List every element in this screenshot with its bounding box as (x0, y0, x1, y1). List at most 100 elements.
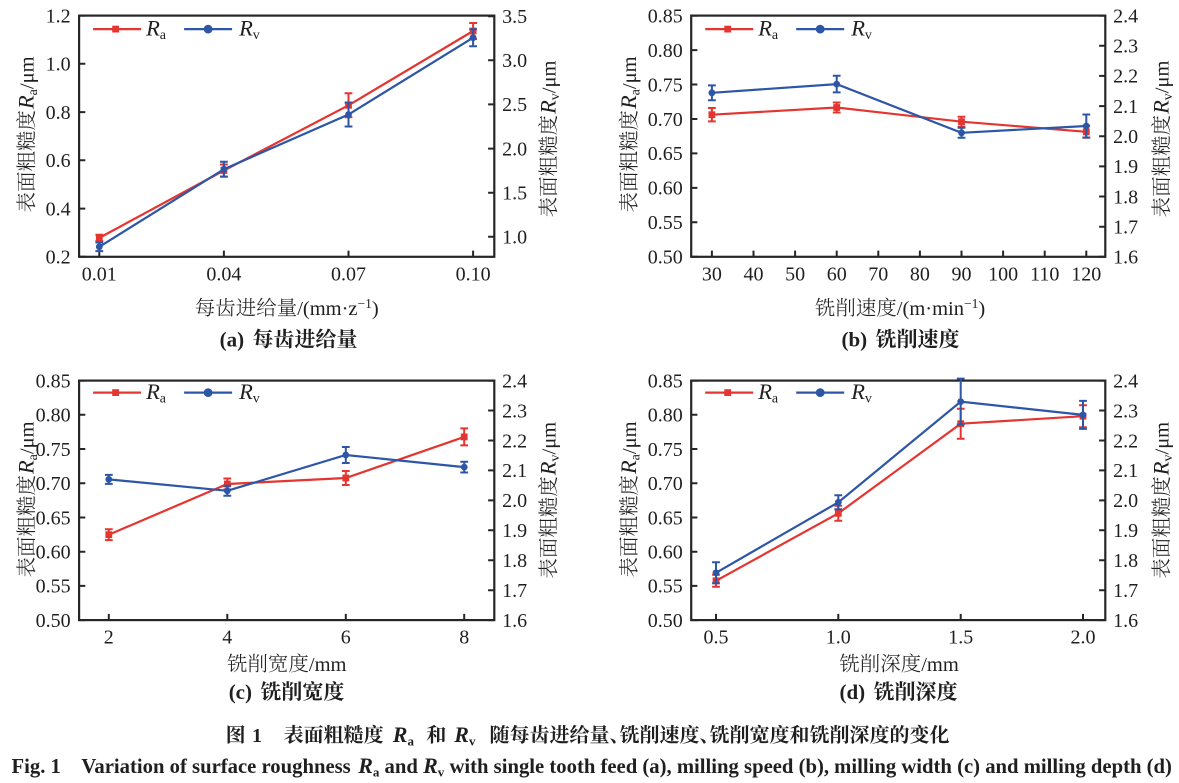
svg-text:0.80: 0.80 (648, 405, 683, 427)
svg-text:2.0: 2.0 (1071, 627, 1096, 649)
svg-text:110: 110 (1030, 263, 1059, 285)
svg-text:a: a (160, 28, 167, 43)
svg-text:0.80: 0.80 (36, 405, 71, 427)
svg-text:v: v (253, 391, 260, 406)
svg-text:R: R (357, 753, 373, 778)
svg-text:v: v (865, 28, 872, 43)
svg-text:0.4: 0.4 (46, 198, 71, 220)
svg-text:Variation of surface roughness: Variation of surface roughness (81, 756, 356, 778)
svg-text:1.6: 1.6 (1113, 247, 1138, 269)
svg-text:v: v (469, 733, 476, 748)
svg-text:0.55: 0.55 (36, 576, 71, 598)
svg-text:0.60: 0.60 (648, 178, 683, 200)
svg-text:R: R (145, 379, 160, 404)
svg-text:R: R (850, 15, 865, 40)
svg-text:0.2: 0.2 (46, 247, 71, 269)
svg-text:2.3: 2.3 (502, 400, 527, 422)
svg-text:4: 4 (222, 627, 232, 649)
svg-text:R: R (14, 460, 39, 475)
svg-text:/μm: /μm (17, 421, 39, 454)
svg-text:0.8: 0.8 (46, 102, 71, 124)
svg-text:2.1: 2.1 (1113, 460, 1138, 482)
svg-text:2.2: 2.2 (1113, 430, 1138, 452)
svg-text:v: v (1161, 455, 1176, 462)
svg-text:3.0: 3.0 (502, 50, 527, 72)
svg-text:2.1: 2.1 (502, 460, 527, 482)
svg-text:v: v (1161, 93, 1176, 100)
svg-text:1.8: 1.8 (1113, 186, 1138, 208)
svg-text:3.5: 3.5 (502, 6, 527, 28)
svg-text:30: 30 (702, 263, 722, 285)
svg-text:/μm: /μm (1152, 61, 1174, 94)
svg-text:1.7: 1.7 (502, 580, 527, 602)
svg-text:0.75: 0.75 (648, 439, 683, 461)
svg-text:−1: −1 (358, 296, 372, 311)
svg-text:/μm: /μm (1152, 422, 1174, 455)
svg-text:120: 120 (1071, 263, 1101, 285)
svg-text:R: R (1149, 100, 1174, 115)
svg-text:(c): (c) (229, 680, 252, 704)
svg-text:/μm: /μm (619, 421, 641, 454)
svg-text:0.75: 0.75 (648, 74, 683, 96)
svg-text:Fig. 1: Fig. 1 (12, 756, 61, 778)
svg-text:2.4: 2.4 (502, 370, 527, 392)
svg-text:R: R (14, 95, 39, 110)
svg-text:2.0: 2.0 (1113, 490, 1138, 512)
svg-text:1.8: 1.8 (1113, 550, 1138, 572)
svg-text:0.65: 0.65 (648, 143, 683, 165)
svg-text:): ) (978, 298, 985, 320)
svg-text:60: 60 (827, 263, 847, 285)
svg-text:/μm: /μm (619, 56, 641, 89)
svg-text:R: R (536, 461, 561, 476)
svg-text:a: a (160, 391, 167, 406)
svg-text:a: a (629, 453, 644, 460)
svg-text:2.1: 2.1 (1113, 96, 1138, 118)
svg-text:/(mm·z: /(mm·z (297, 298, 357, 320)
svg-text:/μm: /μm (539, 422, 561, 455)
svg-text:0.50: 0.50 (648, 610, 683, 632)
svg-text:a: a (373, 765, 380, 780)
svg-text:70: 70 (868, 263, 888, 285)
svg-text:0.55: 0.55 (648, 212, 683, 234)
svg-text:2.5: 2.5 (502, 94, 527, 116)
svg-text:v: v (548, 93, 563, 100)
svg-text:1.0: 1.0 (46, 54, 71, 76)
svg-text:R: R (757, 15, 772, 40)
svg-text:0.65: 0.65 (36, 507, 71, 529)
svg-text:a: a (26, 88, 41, 95)
svg-text:0.50: 0.50 (36, 610, 71, 632)
svg-text:v: v (438, 765, 445, 780)
svg-text:2.4: 2.4 (1113, 5, 1138, 27)
svg-text:0.70: 0.70 (36, 473, 71, 495)
svg-text:0.85: 0.85 (36, 370, 71, 392)
svg-text:v: v (865, 391, 872, 406)
svg-text:/(m·min: /(m·min (897, 298, 964, 320)
svg-text:/μm: /μm (17, 56, 39, 89)
svg-text:(b): (b) (842, 328, 868, 352)
svg-text:1.5: 1.5 (502, 183, 527, 205)
svg-text:6: 6 (341, 627, 351, 649)
svg-text:1.9: 1.9 (502, 520, 527, 542)
svg-text:0.10: 0.10 (456, 263, 491, 285)
svg-text:v: v (548, 455, 563, 462)
svg-text:and: and (379, 756, 423, 778)
svg-text:a: a (629, 88, 644, 95)
svg-text:2.0: 2.0 (502, 490, 527, 512)
svg-text:0.04: 0.04 (206, 263, 241, 285)
svg-text:R: R (422, 753, 438, 778)
svg-text:1.2: 1.2 (46, 5, 71, 27)
svg-text:a: a (772, 391, 779, 406)
svg-text:1.0: 1.0 (826, 627, 851, 649)
svg-text:0.55: 0.55 (648, 576, 683, 598)
svg-text:R: R (453, 722, 469, 747)
svg-text:R: R (238, 15, 253, 40)
svg-text:0.5: 0.5 (704, 627, 729, 649)
svg-text:R: R (145, 15, 160, 40)
svg-text:/mm: /mm (921, 654, 959, 676)
svg-text:1.7: 1.7 (1113, 217, 1138, 239)
svg-text:/μm: /μm (539, 61, 561, 94)
svg-text:2.2: 2.2 (502, 430, 527, 452)
svg-text:0.70: 0.70 (648, 109, 683, 131)
svg-text:R: R (757, 379, 772, 404)
svg-text:50: 50 (785, 263, 805, 285)
